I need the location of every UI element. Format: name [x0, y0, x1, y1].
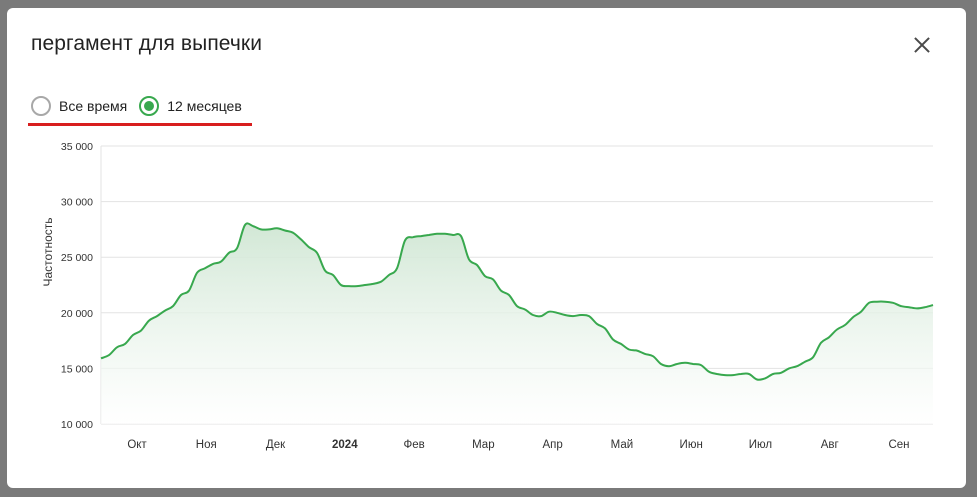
x-tick-label: Фев: [403, 439, 424, 451]
y-tick-label: 25 000: [61, 252, 93, 264]
radio-12-months-label: 12 месяцев: [167, 98, 242, 114]
x-tick-label: Апр: [542, 439, 562, 451]
x-tick-label: Июн: [680, 439, 703, 451]
x-tick-label: Сен: [888, 439, 909, 451]
y-tick-label: 20 000: [61, 308, 93, 320]
y-tick-label: 35 000: [61, 141, 93, 153]
radio-all-time-circle[interactable]: [31, 96, 51, 116]
radio-all-time-label: Все время: [59, 98, 128, 114]
radio-12-months[interactable]: 12 месяцев: [139, 96, 242, 116]
x-tick-label: Июл: [749, 439, 772, 451]
selection-underline: [28, 123, 252, 126]
chart-area-fill: [101, 223, 933, 424]
x-tick-label: Авг: [821, 439, 839, 451]
frequency-chart: 10 000 15 000 20 000 25 000 30 000 35 000 Окт…: [61, 141, 934, 451]
x-tick-label: Дек: [266, 439, 286, 451]
radio-all-time[interactable]: Все время: [31, 96, 127, 116]
range-selector: Все время 12 месяцев: [31, 95, 254, 117]
chart-series-line: [100, 222, 934, 381]
radio-12-months-circle[interactable]: [139, 96, 160, 116]
x-tick-label: 2024: [332, 439, 358, 451]
x-tick-label: Май: [611, 439, 634, 451]
x-tick-label: Окт: [127, 439, 147, 451]
y-tick-label: 10 000: [61, 419, 93, 431]
y-tick-label: 30 000: [61, 197, 93, 209]
x-tick-label: Ноя: [196, 439, 217, 451]
y-tick-label: 15 000: [61, 363, 93, 375]
modal-title: пергамент для выпечки: [31, 32, 263, 55]
chart-modal: пергамент для выпечки Все время 12 месяц…: [7, 8, 966, 488]
x-tick-label: Мар: [472, 439, 495, 451]
